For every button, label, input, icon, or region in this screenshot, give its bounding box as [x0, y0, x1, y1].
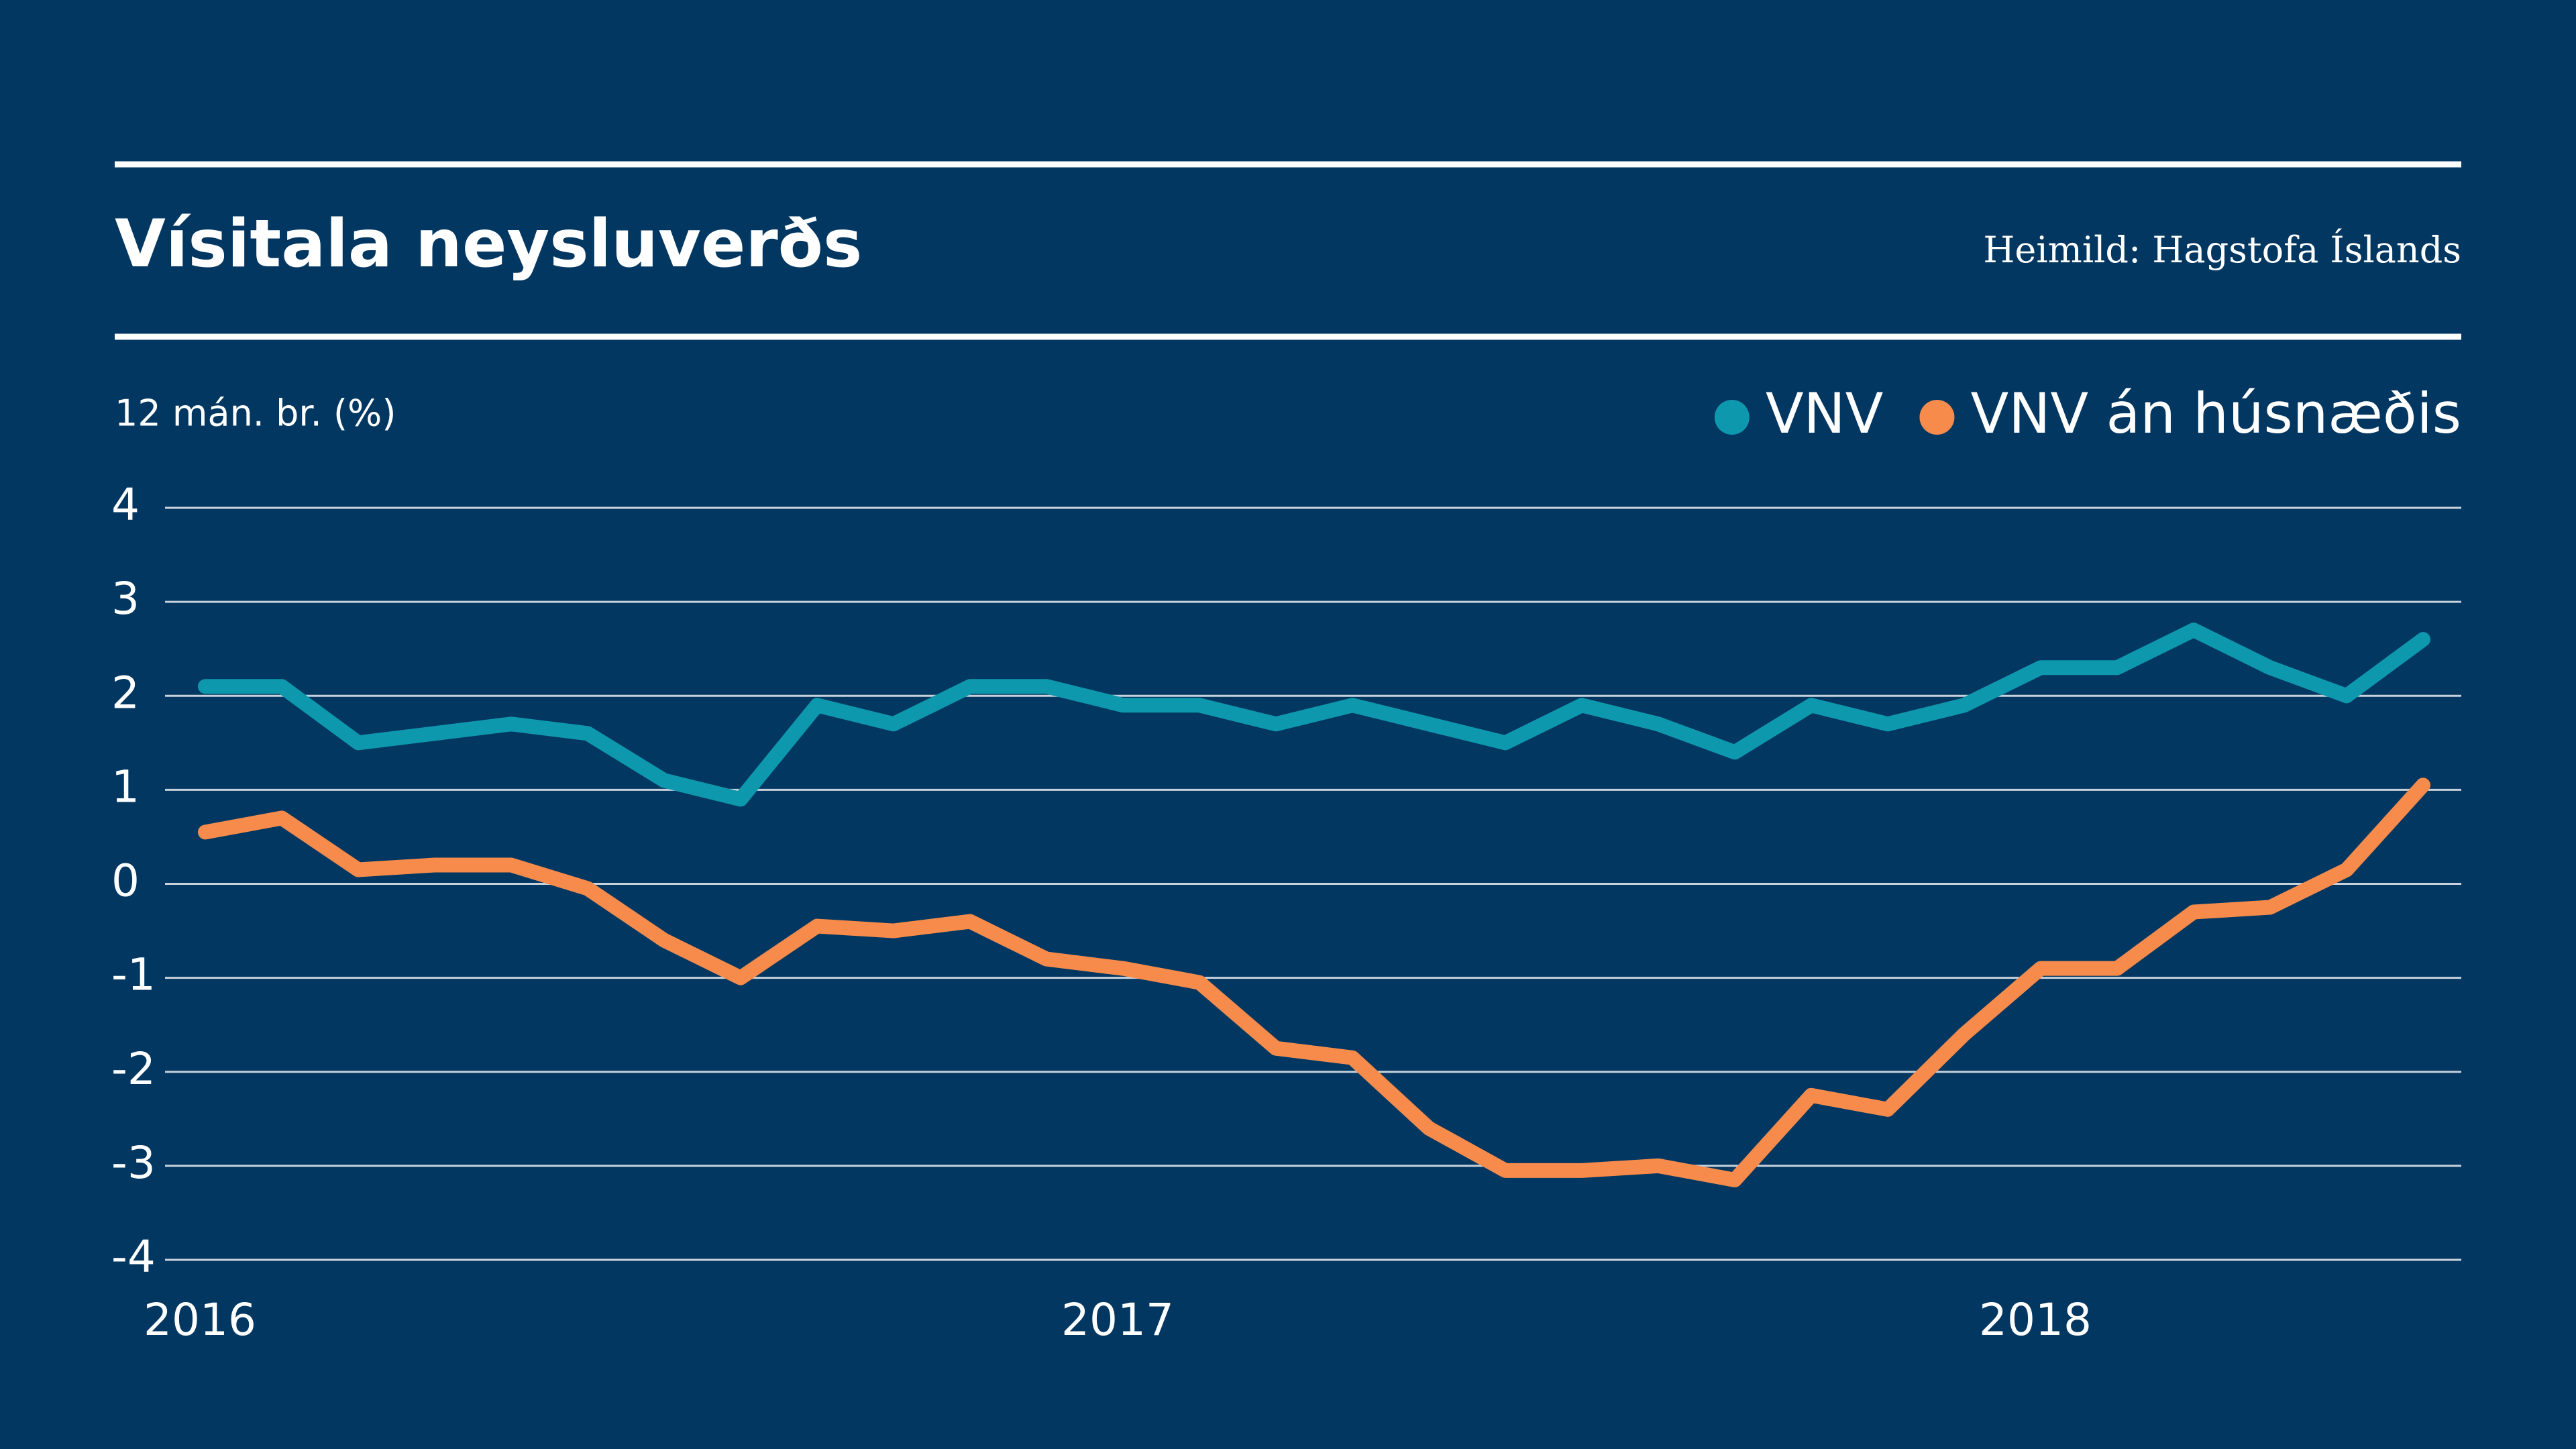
- y-tick-label: 3: [111, 573, 140, 625]
- source: Heimild: Hagstofa Íslands: [1983, 228, 2461, 271]
- y-tick-label: -2: [111, 1043, 156, 1095]
- x-tick-label: 2018: [1979, 1294, 2092, 1346]
- y-tick-label: 2: [111, 667, 140, 718]
- y-tick-label: 1: [111, 761, 140, 812]
- legend-marker: [1919, 400, 1955, 435]
- y-tick-label: -1: [111, 949, 156, 1001]
- line-series: [198, 777, 2430, 1187]
- chart-title: Vísitala neysluverðs: [115, 206, 862, 282]
- y-tick-label: 4: [111, 479, 140, 531]
- y-tick-label: 0: [111, 855, 140, 907]
- x-tick-label: 2016: [144, 1294, 256, 1346]
- y-tick-label: -3: [111, 1137, 156, 1189]
- legend-label: VNV án húsnæðis: [1970, 381, 2461, 446]
- y-tick-label: -4: [111, 1231, 156, 1283]
- line-series: [198, 623, 2430, 807]
- x-tick-label: 2017: [1061, 1294, 1174, 1346]
- y-axis-label: 12 mán. br. (%): [115, 392, 396, 435]
- legend-marker: [1714, 400, 1750, 435]
- legend-label: VNV: [1766, 381, 1884, 446]
